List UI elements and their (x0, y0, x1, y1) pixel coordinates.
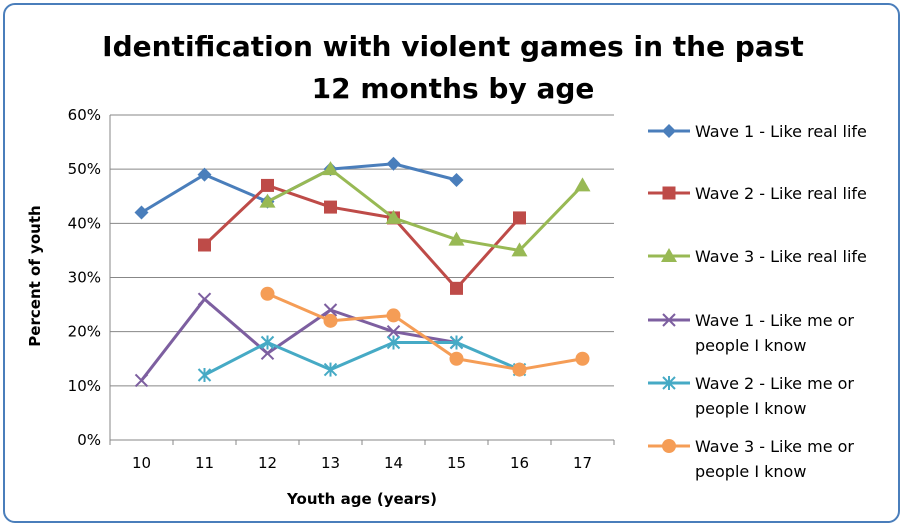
series-3 (259, 161, 591, 257)
triangle-marker (661, 248, 677, 262)
star-marker (260, 335, 275, 350)
series-1 (134, 156, 464, 220)
series-line (203, 341, 521, 377)
star-marker (449, 335, 464, 350)
square-marker (450, 281, 463, 295)
y-tick-label: 60% (68, 106, 101, 124)
circle-marker (386, 308, 401, 323)
square-marker (198, 238, 211, 252)
series-line (266, 292, 583, 372)
x-tick-label: 12 (258, 454, 277, 472)
triangle-marker (322, 161, 339, 176)
marker-stroke (197, 292, 212, 306)
star-marker (662, 376, 676, 390)
series-line (140, 162, 457, 214)
circle-marker (575, 351, 590, 366)
y-tick-label: 0% (77, 431, 101, 449)
circle-marker (260, 286, 275, 301)
diamond-marker (197, 167, 212, 182)
circle-marker (323, 313, 338, 328)
x-marker (662, 313, 676, 327)
series-line (203, 183, 521, 290)
y-tick-label: 20% (68, 323, 101, 341)
triangle-marker (511, 242, 528, 257)
chart-title-line-1: Identification with violent games in the… (102, 30, 804, 63)
triangle-marker (385, 209, 402, 224)
series-2 (198, 178, 526, 295)
x-marker (134, 373, 149, 388)
series-line (140, 297, 457, 382)
legend-item: Wave 1 - Like me or people I know (648, 311, 854, 355)
chart-title-line-2: 12 months by age (312, 72, 595, 105)
x-marker (197, 292, 212, 306)
x-marker (386, 324, 401, 339)
series-line (266, 167, 584, 252)
y-tick-label: 50% (68, 160, 101, 178)
legend-label: people I know (695, 462, 806, 481)
legend-label: Wave 1 - Like me or (695, 311, 854, 330)
marker-stroke (323, 303, 338, 317)
legend-item: Wave 2 - Like real life (648, 184, 867, 203)
legend-item: Wave 3 - Like real life (648, 247, 867, 266)
circle-marker (449, 351, 464, 366)
legend-item: Wave 3 - Like me or people I know (648, 437, 854, 481)
triangle-marker (448, 231, 465, 246)
x-tick-label: 16 (510, 454, 529, 472)
x-tick-label: 17 (573, 454, 592, 472)
chart-frame (3, 3, 900, 523)
series-5 (197, 335, 527, 382)
square-marker (261, 178, 274, 192)
legend-label: people I know (695, 399, 806, 418)
diamond-marker (662, 124, 676, 138)
plot-area: 0% 10% 20% 30% 40% 50% 60% 10 11 12 13 14 15 16 17 (68, 106, 615, 472)
legend-label: Wave 3 - Like real life (695, 247, 867, 266)
x-tick-label: 10 (132, 454, 151, 472)
x-marker (323, 303, 338, 317)
legend: Wave 1 - Like real life Wave 2 - Like rea… (648, 122, 867, 481)
y-tick-label: 40% (68, 214, 101, 232)
x-tick-label: 14 (384, 454, 403, 472)
marker-stroke (134, 373, 149, 388)
legend-item: Wave 1 - Like real life (648, 122, 867, 141)
star-marker (323, 362, 338, 377)
x-axis-title: Youth age (years) (286, 490, 437, 508)
legend-label: people I know (695, 336, 806, 355)
diamond-marker (449, 173, 464, 187)
square-marker (324, 200, 337, 214)
x-tick-label: 15 (447, 454, 466, 472)
marker-stroke (386, 324, 401, 339)
legend-label: Wave 1 - Like real life (695, 122, 867, 141)
circle-marker (512, 362, 527, 377)
marker-stroke (662, 313, 676, 327)
diamond-marker (134, 205, 149, 220)
y-tick-label: 30% (68, 269, 101, 287)
square-marker (662, 186, 676, 200)
x-tick-label: 11 (195, 454, 214, 472)
y-tick-label: 10% (68, 377, 101, 395)
triangle-marker (259, 193, 276, 208)
triangle-marker (574, 177, 591, 192)
x-marker (260, 346, 275, 361)
circle-marker (662, 439, 676, 453)
marker-stroke (260, 346, 275, 361)
x-tick-label: 13 (321, 454, 340, 472)
star-marker (197, 368, 212, 382)
legend-item: Wave 2 - Like me or people I know (648, 374, 854, 418)
legend-label: Wave 2 - Like me or (695, 374, 854, 393)
square-marker (513, 211, 526, 225)
diamond-marker (386, 156, 401, 171)
legend-label: Wave 3 - Like me or (695, 437, 854, 456)
y-axis-title: Percent of youth (26, 205, 44, 346)
series-6 (260, 286, 590, 377)
star-marker (386, 335, 401, 350)
series-4 (134, 292, 464, 388)
legend-label: Wave 2 - Like real life (695, 184, 867, 203)
